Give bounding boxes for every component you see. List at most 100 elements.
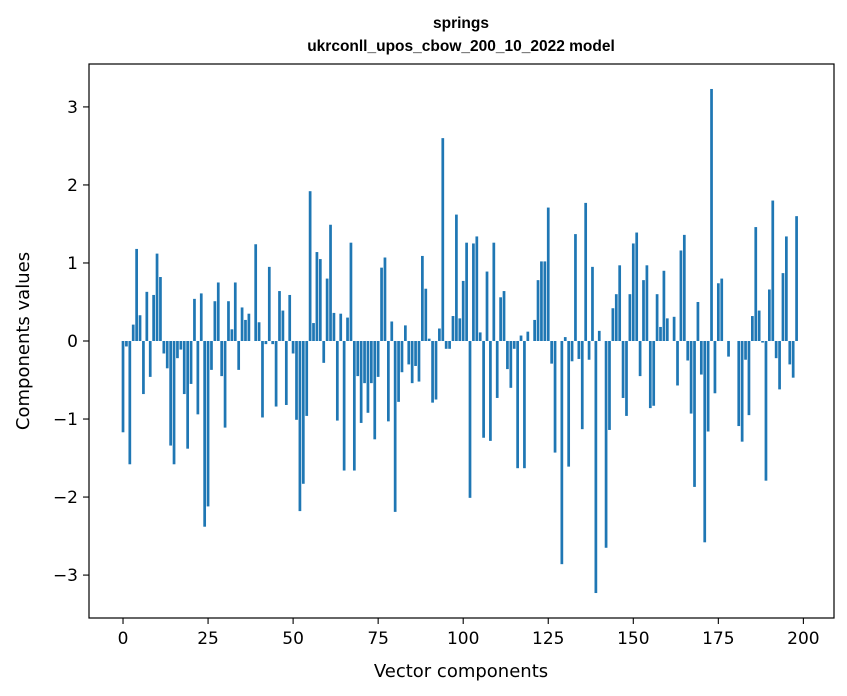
bar-22 (196, 341, 200, 415)
chart-title: springs (433, 15, 489, 32)
bar-80 (393, 341, 397, 512)
bar-85 (410, 341, 414, 384)
bar-164 (679, 250, 683, 341)
bar-24 (203, 341, 207, 527)
bar-0 (121, 341, 125, 433)
bar-168 (693, 341, 696, 487)
bar-72 (366, 341, 370, 413)
bar-8 (148, 341, 152, 377)
bar-197 (791, 341, 795, 378)
x-tick-label: 75 (367, 629, 389, 649)
bar-32 (230, 329, 234, 341)
bar-160 (665, 318, 669, 341)
bar-134 (577, 341, 581, 359)
bar-101 (465, 242, 468, 341)
bar-37 (247, 313, 251, 341)
bar-39 (254, 244, 258, 341)
bar-154 (645, 265, 649, 341)
bar-92 (434, 341, 438, 400)
bar-45 (274, 341, 278, 407)
bar-149 (628, 294, 632, 341)
bar-44 (271, 341, 275, 345)
bar-170 (699, 341, 703, 375)
bar-132 (570, 341, 574, 362)
bar-73 (369, 341, 373, 384)
bar-104 (475, 236, 479, 341)
bar-75 (376, 341, 380, 377)
bar-107 (485, 271, 489, 341)
x-tick-label: 200 (787, 629, 819, 649)
bar-133 (574, 234, 577, 341)
bar-131 (567, 341, 571, 467)
bar-105 (478, 332, 482, 341)
bar-71 (363, 341, 366, 384)
bar-65 (342, 341, 346, 471)
bar-126 (550, 341, 554, 364)
bar-118 (523, 341, 526, 469)
bar-117 (519, 335, 523, 341)
bar-113 (506, 341, 509, 370)
bar-33 (233, 282, 237, 341)
bar-16 (176, 341, 179, 359)
bar-147 (621, 341, 625, 398)
x-axis-label: Vector components (374, 661, 548, 682)
bar-167 (689, 341, 693, 414)
bar-138 (591, 266, 594, 341)
bar-90 (427, 338, 431, 341)
bar-77 (383, 257, 387, 341)
bar-169 (696, 301, 700, 341)
bar-23 (199, 293, 203, 341)
bar-106 (482, 341, 485, 438)
bar-184 (747, 341, 751, 416)
bar-95 (444, 341, 448, 349)
bar-41 (261, 341, 264, 418)
bar-152 (638, 341, 642, 377)
bar-82 (400, 341, 404, 373)
bar-109 (492, 242, 496, 341)
bar-136 (584, 202, 588, 341)
x-tick-label: 25 (197, 629, 219, 649)
bar-114 (509, 341, 513, 388)
bar-195 (785, 236, 788, 341)
bar-19 (186, 341, 190, 449)
bar-99 (458, 318, 462, 341)
bar-89 (424, 288, 428, 341)
bar-67 (349, 242, 353, 341)
bar-123 (540, 261, 543, 341)
bar-54 (305, 341, 309, 416)
bar-5 (138, 315, 142, 341)
bar-125 (546, 207, 550, 341)
bar-87 (417, 341, 421, 382)
bar-194 (781, 273, 785, 341)
bar-4 (135, 248, 138, 341)
bar-49 (288, 294, 292, 341)
bar-156 (652, 341, 656, 406)
bar-25 (206, 341, 210, 507)
bar-1 (125, 341, 128, 347)
bar-193 (778, 341, 781, 390)
bar-3 (131, 324, 135, 341)
bar-55 (308, 191, 312, 341)
bar-166 (686, 341, 690, 361)
bar-91 (431, 341, 434, 403)
bar-6 (142, 341, 145, 395)
bar-86 (414, 341, 417, 366)
x-tick-label: 100 (447, 629, 479, 649)
bar-78 (387, 341, 390, 422)
bar-158 (659, 326, 662, 341)
bar-108 (489, 341, 492, 441)
bar-176 (720, 278, 724, 341)
bar-186 (754, 227, 758, 341)
bar-9 (152, 294, 155, 341)
bar-18 (182, 341, 186, 395)
bar-110 (495, 341, 499, 398)
y-tick-label: 1 (67, 254, 78, 274)
bar-196 (788, 341, 792, 365)
bar-127 (553, 341, 557, 453)
bar-74 (373, 341, 377, 440)
bar-155 (648, 341, 652, 409)
bar-7 (145, 291, 149, 341)
bar-51 (295, 341, 298, 420)
bar-192 (774, 341, 778, 359)
bar-111 (499, 297, 502, 341)
